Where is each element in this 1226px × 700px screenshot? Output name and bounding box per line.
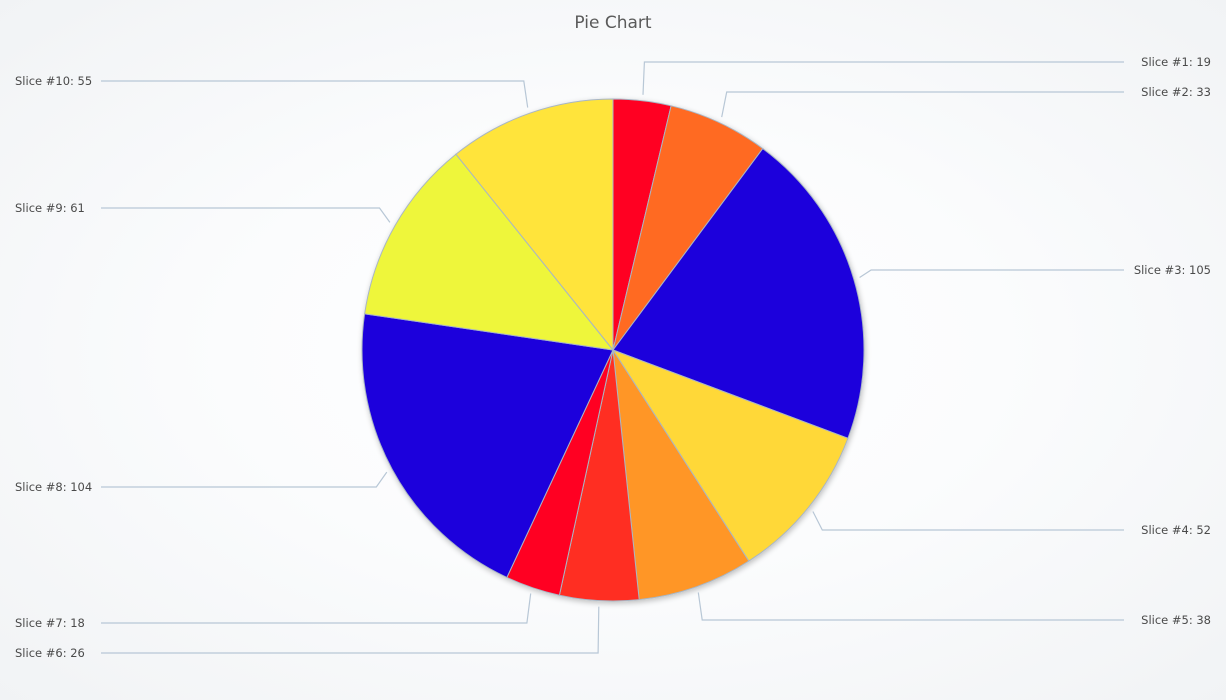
pie-slice-3[interactable] — [612, 147, 865, 439]
slice-label-10: Slice #10: 55 — [15, 74, 92, 88]
pie-slice-5[interactable] — [612, 349, 750, 601]
leader-lines — [101, 61, 1124, 654]
pie-slice-9[interactable] — [364, 153, 615, 351]
leader-line-3 — [859, 269, 1124, 279]
slice-labels: Slice #1: 19 Slice #2: 33 Slice #3: 105 Sli… — [15, 55, 1211, 660]
leader-line-4 — [812, 511, 1124, 531]
slice-label-8: Slice #8: 104 — [15, 480, 92, 494]
slice-label-1: Slice #1: 19 — [1141, 55, 1211, 69]
leader-line-2 — [721, 91, 1124, 118]
slice-label-9: Slice #9: 61 — [15, 201, 85, 215]
leader-line-8 — [101, 471, 388, 488]
leader-line-9 — [101, 207, 391, 223]
leader-line-5 — [697, 592, 1124, 621]
slice-label-7: Slice #7: 18 — [15, 616, 85, 630]
leader-line-1 — [642, 61, 1124, 95]
slice-label-3: Slice #3: 105 — [1134, 263, 1211, 277]
leader-line-6 — [101, 606, 600, 654]
pie-slice-4[interactable] — [611, 349, 849, 562]
pie-slice-10[interactable] — [455, 98, 614, 352]
leader-line-7 — [101, 593, 532, 624]
slice-label-4: Slice #4: 52 — [1141, 523, 1211, 537]
slice-label-6: Slice #6: 26 — [15, 646, 85, 660]
pie-slice-8[interactable] — [361, 313, 614, 579]
slice-label-5: Slice #5: 38 — [1141, 613, 1211, 627]
leader-line-10 — [101, 80, 529, 108]
chart-title: Pie Chart — [574, 13, 652, 33]
pie-slices — [361, 98, 865, 602]
slice-label-2: Slice #2: 33 — [1141, 85, 1211, 99]
